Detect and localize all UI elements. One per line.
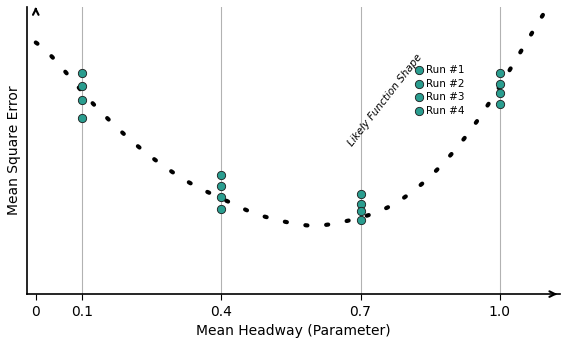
Text: Likely Function Shape: Likely Function Shape: [346, 52, 424, 148]
Text: Run #3: Run #3: [425, 92, 464, 102]
Text: Run #1: Run #1: [425, 65, 464, 75]
Text: Run #2: Run #2: [425, 79, 464, 89]
Y-axis label: Mean Square Error: Mean Square Error: [7, 86, 21, 215]
X-axis label: Mean Headway (Parameter): Mean Headway (Parameter): [196, 324, 391, 338]
Text: Run #4: Run #4: [425, 106, 464, 116]
